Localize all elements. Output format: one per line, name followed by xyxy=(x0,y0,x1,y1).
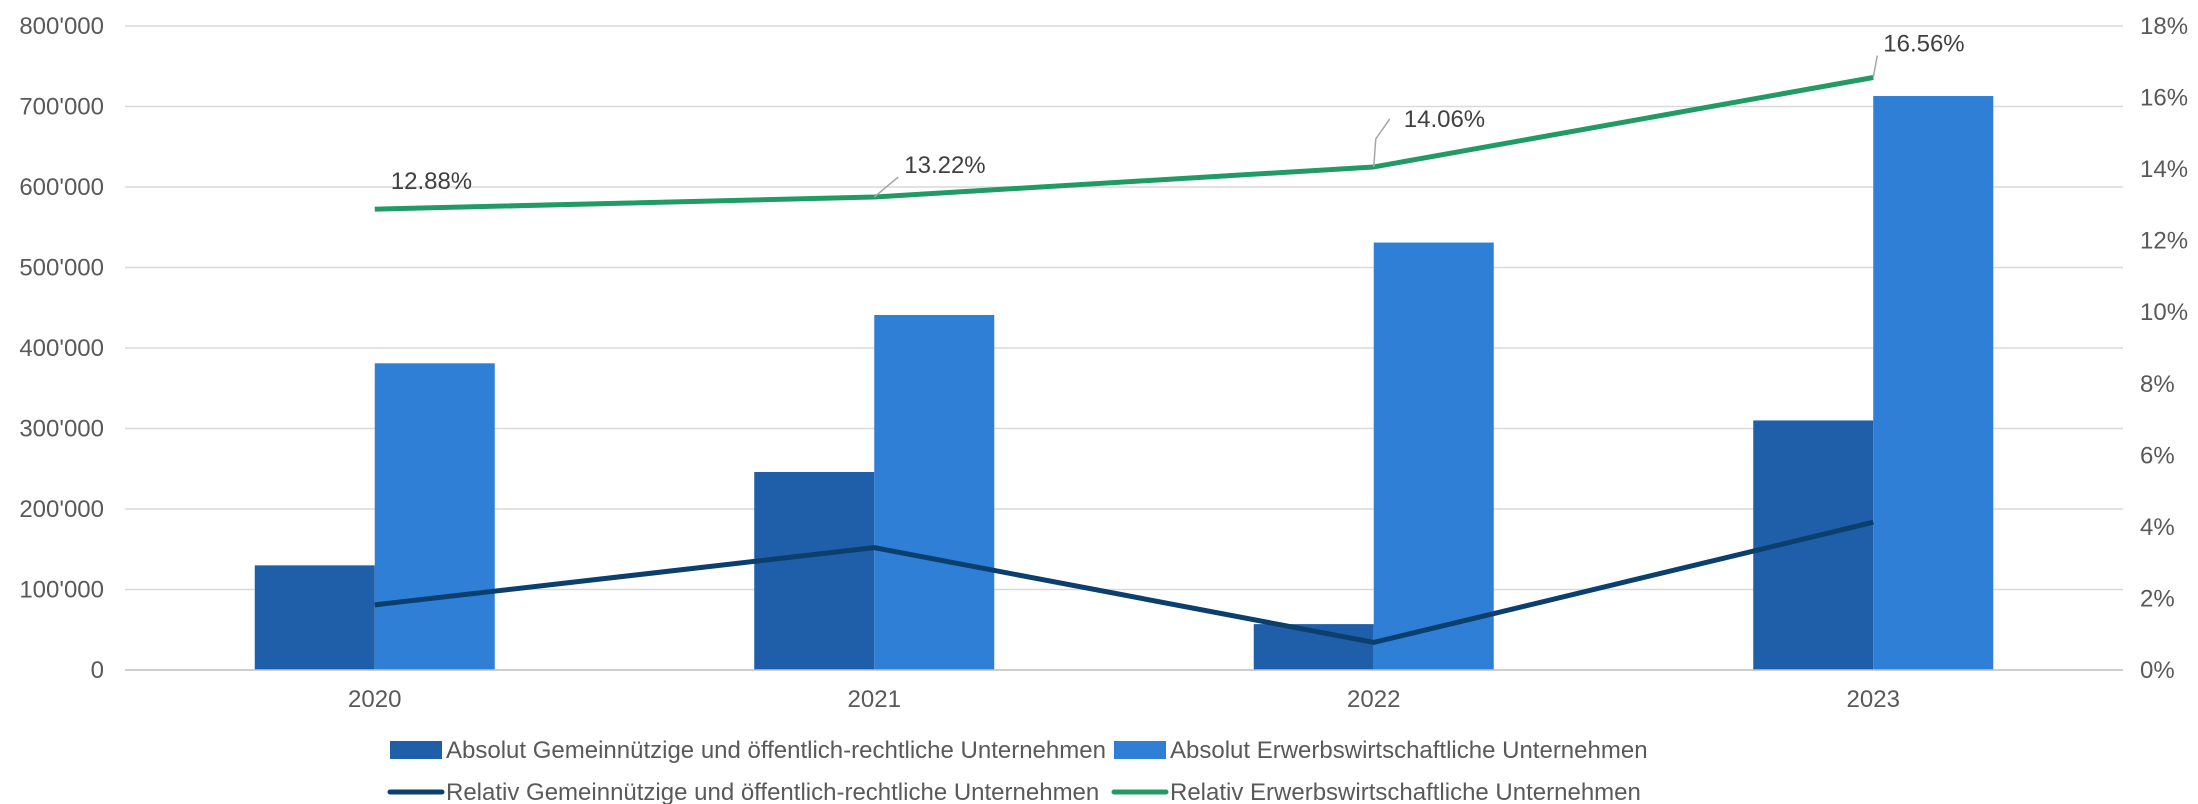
data-label: 14.06% xyxy=(1404,106,1485,133)
data-label: 16.56% xyxy=(1883,31,1964,58)
bar xyxy=(874,314,995,670)
bar xyxy=(374,363,495,670)
left-tick-label: 300'000 xyxy=(19,416,104,443)
right-axis-ticks: 0% 2% 4% 6% 8% 10% 12% 14% 16% 18% xyxy=(2140,13,2188,684)
left-tick-label: 700'000 xyxy=(19,94,104,121)
bar xyxy=(1873,96,1994,670)
right-tick-label: 16% xyxy=(2140,85,2188,112)
legend-label: Relativ Erwerbswirtschaftliche Unternehm… xyxy=(1170,779,1641,804)
legend-swatch xyxy=(390,741,442,759)
x-tick-label: 2022 xyxy=(1347,686,1400,713)
left-tick-label: 200'000 xyxy=(19,496,104,523)
legend-label: Absolut Gemeinnützige und öffentlich-rec… xyxy=(446,737,1106,764)
left-tick-label: 800'000 xyxy=(19,13,104,40)
left-tick-label: 500'000 xyxy=(19,255,104,282)
x-tick-label: 2020 xyxy=(348,686,401,713)
left-tick-label: 100'000 xyxy=(19,577,104,604)
right-tick-label: 8% xyxy=(2140,371,2175,398)
right-tick-label: 14% xyxy=(2140,156,2188,183)
legend-label: Relativ Gemeinnützige und öffentlich-rec… xyxy=(446,779,1099,804)
right-tick-label: 2% xyxy=(2140,585,2175,612)
lines xyxy=(374,75,1874,645)
leader-line xyxy=(1373,118,1391,168)
series-line xyxy=(374,519,1874,645)
bars xyxy=(254,96,1994,671)
left-tick-label: 600'000 xyxy=(19,174,104,201)
x-tick-label: 2023 xyxy=(1847,686,1900,713)
bar xyxy=(754,471,875,670)
left-tick-label: 0 xyxy=(91,657,104,684)
x-tick-label: 2021 xyxy=(848,686,901,713)
leader-line xyxy=(1872,55,1878,78)
data-label: 12.88% xyxy=(391,168,472,195)
legend-swatch xyxy=(1114,741,1166,759)
leader-line xyxy=(873,176,899,198)
bar xyxy=(254,565,375,670)
series-line xyxy=(374,75,1874,212)
bar xyxy=(1373,242,1494,671)
legend: Absolut Gemeinnützige und öffentlich-rec… xyxy=(387,737,1648,804)
right-tick-label: 0% xyxy=(2140,657,2175,684)
left-axis-ticks: 0 100'000 200'000 300'000 400'000 500'000 600'… xyxy=(19,13,104,684)
right-tick-label: 18% xyxy=(2140,13,2188,40)
data-labels: 12.88% 13.22% 14.06% 16.56% xyxy=(391,31,1965,198)
right-tick-label: 12% xyxy=(2140,228,2188,255)
right-tick-label: 10% xyxy=(2140,299,2188,326)
legend-label: Absolut Erwerbswirtschaftliche Unternehm… xyxy=(1170,737,1648,764)
right-tick-label: 6% xyxy=(2140,442,2175,469)
data-label: 13.22% xyxy=(904,152,985,179)
left-tick-label: 400'000 xyxy=(19,335,104,362)
right-tick-label: 4% xyxy=(2140,514,2175,541)
x-axis: 2020 2021 2022 2023 xyxy=(125,669,2123,713)
